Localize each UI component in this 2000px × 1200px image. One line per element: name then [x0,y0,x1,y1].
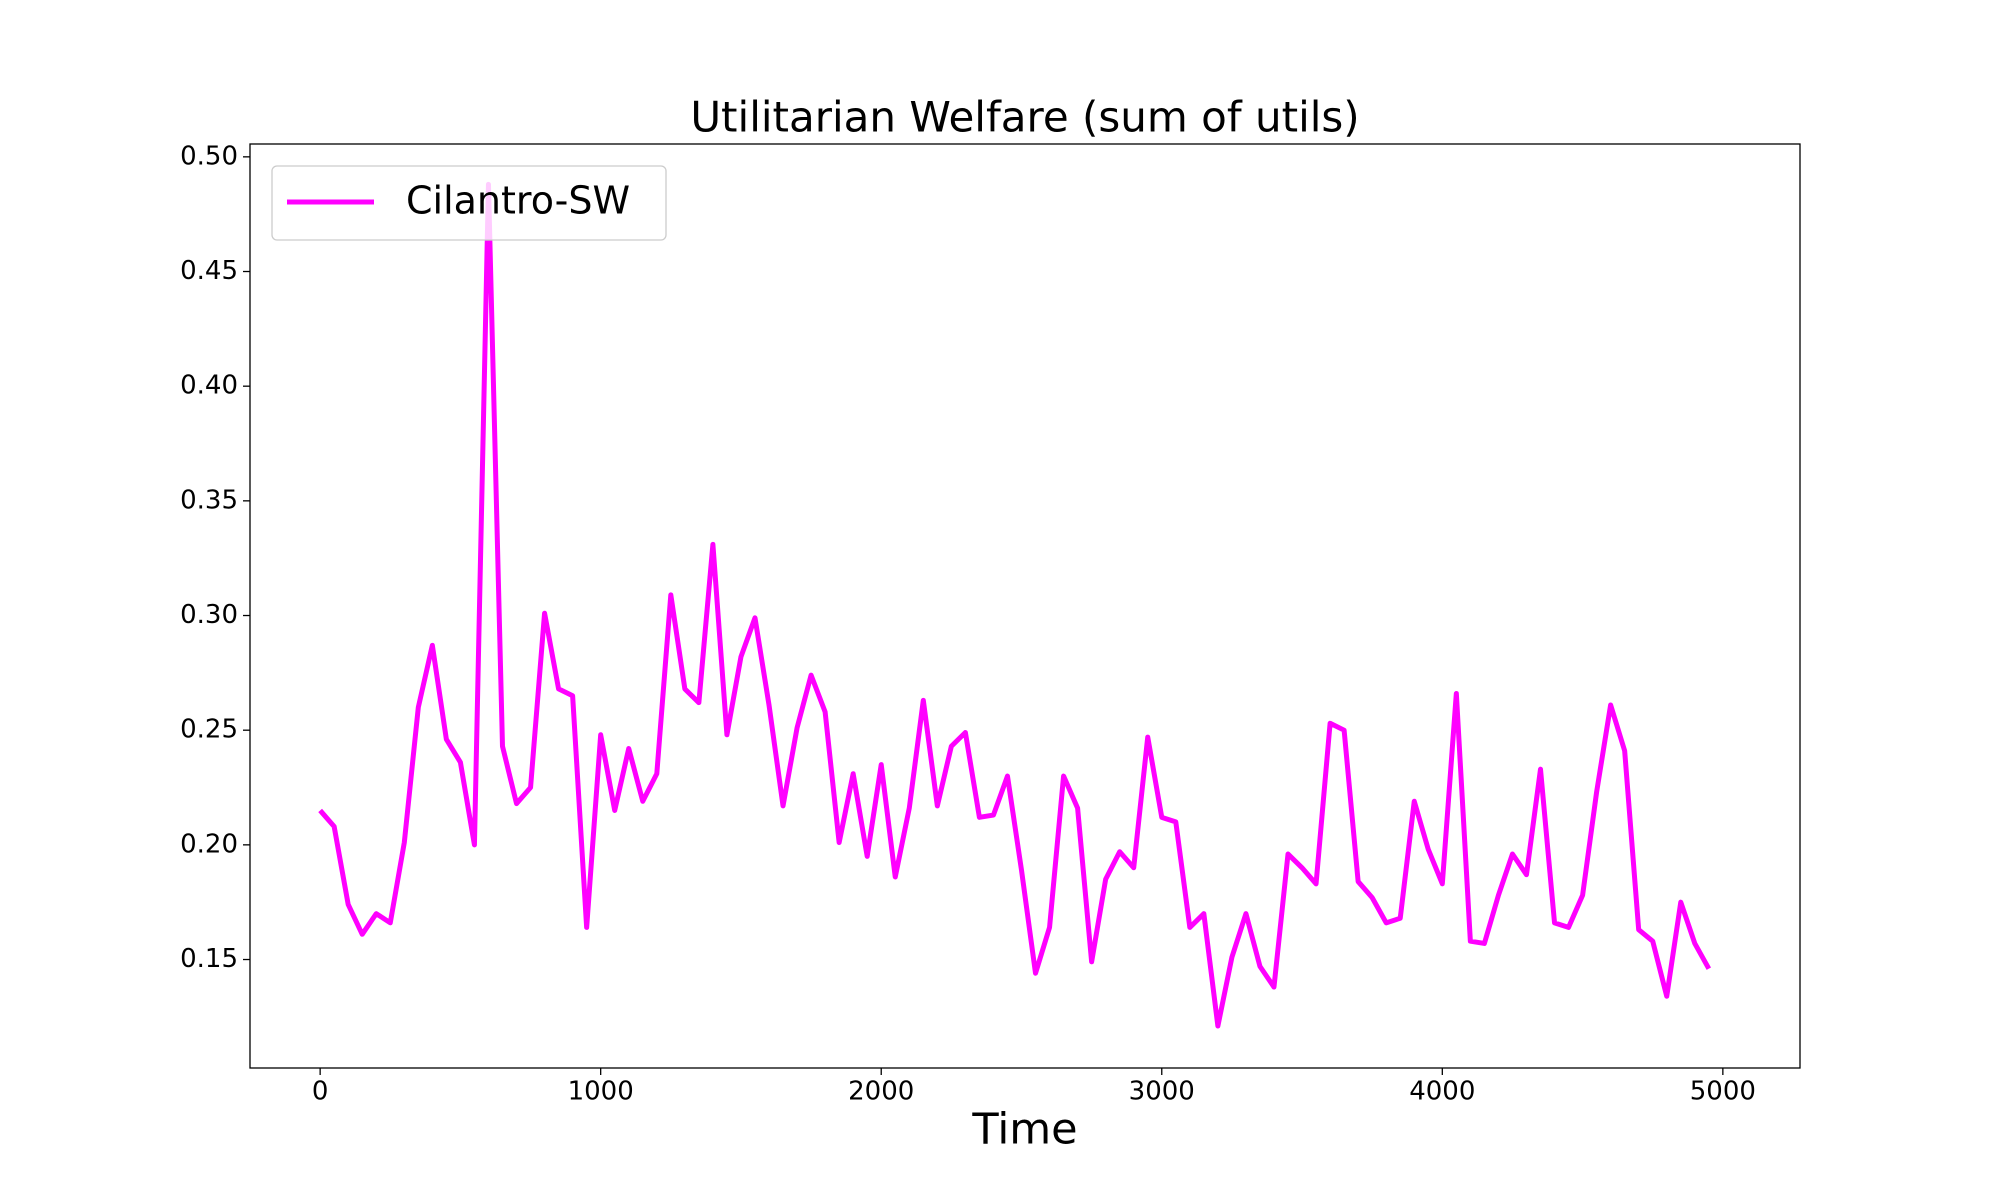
y-tick-label: 0.50 [180,141,238,171]
plot-frame [249,143,1801,1069]
x-tick-label: 4000 [1409,1077,1475,1107]
y-tick-label: 0.25 [180,715,238,745]
y-tick-label: 0.35 [180,485,238,515]
x-axis-label: Time [971,1105,1077,1155]
legend-box [271,165,667,241]
y-tick-label: 0.45 [180,256,238,286]
legend-label: Cilantro-SW [406,179,630,223]
y-tick-label: 0.20 [180,829,238,859]
x-tick-label: 0 [312,1077,329,1107]
y-tick-label: 0.15 [180,944,238,974]
x-tick-label: 1000 [568,1077,634,1107]
line-series [318,181,1712,1029]
x-tick-label: 3000 [1129,1077,1195,1107]
x-tick-label: 5000 [1690,1077,1756,1107]
y-tick-label: 0.30 [180,600,238,630]
y-tick-label: 0.40 [180,371,238,401]
x-tick-label: 2000 [848,1077,914,1107]
chart-title: Utilitarian Welfare (sum of utils) [690,93,1359,142]
